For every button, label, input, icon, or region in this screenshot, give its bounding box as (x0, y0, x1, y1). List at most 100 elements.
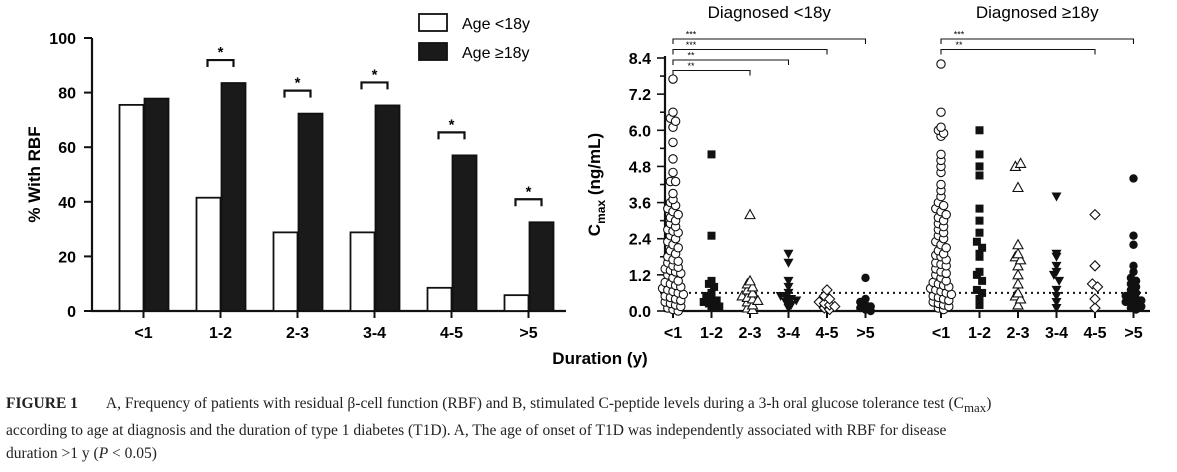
data-point (1051, 297, 1062, 307)
data-point (972, 285, 981, 294)
figure-panel: 0 20 40 60 80 100 % With RBF <1 1-2 * 2-3 * 3-4 * 4-5 *… (25, 3, 1150, 368)
data-point (1131, 282, 1141, 292)
data-point (1014, 157, 1027, 168)
data-point (1012, 247, 1024, 259)
bar-age-18-plus (220, 82, 247, 312)
x-tick-label: 3-4 (777, 325, 800, 342)
data-point (707, 276, 716, 285)
data-point (938, 200, 949, 211)
legend-swatch (418, 13, 448, 32)
significance-label: * (526, 183, 532, 200)
caption-label: FIGURE 1 (6, 395, 78, 412)
group-title: Diagnosed ≥18y (976, 3, 1099, 22)
significance-label: ** (687, 51, 695, 61)
significance-label: *** (686, 40, 697, 50)
y-axis-title-sub: max (594, 200, 608, 224)
x-tick-label: 4-5 (1083, 325, 1106, 342)
data-point (673, 209, 683, 220)
data-point (1051, 261, 1062, 271)
significance-label: ** (687, 61, 695, 71)
data-point (744, 274, 756, 286)
legend-label: Age <18y (462, 16, 530, 33)
significance-label: *** (686, 30, 697, 40)
y-axis-title-unit: (ng/mL) (585, 133, 604, 200)
data-point (1129, 261, 1138, 271)
group-title: Diagnosed <18y (708, 3, 832, 22)
data-point (975, 300, 984, 309)
data-point (941, 243, 951, 253)
data-point (975, 294, 984, 303)
data-point (1089, 260, 1101, 272)
y-axis-title: Cmax (ng/mL) (585, 133, 608, 236)
category-points (736, 208, 764, 315)
y-tick-label: 60 (58, 140, 76, 157)
category-points (813, 284, 841, 316)
data-point (746, 280, 759, 292)
caption-text-3b: < 0.05) (108, 445, 157, 463)
data-point (1012, 259, 1024, 271)
data-point (1051, 192, 1062, 202)
data-point (936, 122, 946, 133)
data-point (936, 149, 946, 160)
data-point (670, 116, 681, 127)
bar-age-18-plus (374, 104, 401, 312)
x-tick-label: 3-4 (363, 325, 386, 342)
x-tick-label: <1 (134, 325, 152, 342)
significance-label: ** (955, 40, 963, 50)
data-point (699, 297, 708, 306)
caption-line-2: according to age at diagnosis and the du… (6, 422, 947, 440)
data-point (936, 59, 946, 69)
data-point (978, 276, 987, 285)
legend-swatch (418, 42, 448, 61)
data-point (975, 228, 984, 237)
y-tick-label: 100 (49, 31, 76, 48)
data-point (670, 176, 681, 187)
data-point (829, 300, 841, 313)
y-axis-title: % With RBF (25, 126, 44, 222)
x-tick-label: 4-5 (440, 325, 463, 342)
data-point (1012, 238, 1024, 250)
significance-bracket (206, 58, 235, 68)
caption-text-1-end: ) (986, 395, 992, 412)
x-tick-label: <1 (932, 325, 950, 342)
significance-bracket (672, 48, 828, 55)
data-point (1089, 208, 1101, 221)
data-point (1131, 276, 1141, 286)
y-tick-label: 40 (58, 195, 76, 212)
data-point (936, 179, 946, 190)
caption-text-3a: duration >1 y ( (6, 445, 99, 463)
data-point (1137, 296, 1146, 305)
y-axis-title-main: C (585, 224, 604, 236)
significance-label: * (449, 116, 455, 133)
data-point (975, 204, 984, 213)
data-point (668, 188, 678, 199)
data-point (668, 167, 678, 178)
bar-age-18-plus (143, 97, 170, 312)
significance-bracket (672, 38, 867, 44)
y-tick-label: 4.8 (629, 159, 651, 176)
data-point (744, 208, 756, 220)
caption-p-value: P (98, 445, 109, 463)
bar-age-18-plus (528, 221, 555, 312)
y-tick-label: 80 (58, 86, 76, 103)
y-tick-label: 7.2 (629, 87, 651, 104)
significance-label: * (295, 75, 301, 92)
figure-caption: FIGURE 1 A, Frequency of patients with re… (6, 392, 1171, 465)
caption-text-1: A, Frequency of patients with residual β… (105, 395, 964, 412)
data-point (668, 74, 678, 84)
data-point (783, 258, 794, 268)
significance-bracket (940, 38, 1135, 44)
data-point (1089, 302, 1101, 314)
significance-label: * (372, 66, 378, 83)
y-tick-label: 1.2 (629, 268, 651, 285)
category-points (856, 273, 875, 316)
y-tick-label: 6.0 (629, 123, 651, 140)
panel-b-scatter-chart: 0.0 1.2 2.4 3.6 4.8 6.0 7.2 8.4 Cmax (ng/mL) Diag… (585, 3, 1150, 342)
data-point (707, 150, 716, 159)
x-tick-label: 2-3 (286, 325, 309, 342)
data-point (821, 284, 833, 296)
category-points (925, 59, 957, 315)
data-point (1129, 240, 1138, 249)
significance-bracket (283, 89, 312, 98)
data-point (975, 150, 984, 159)
